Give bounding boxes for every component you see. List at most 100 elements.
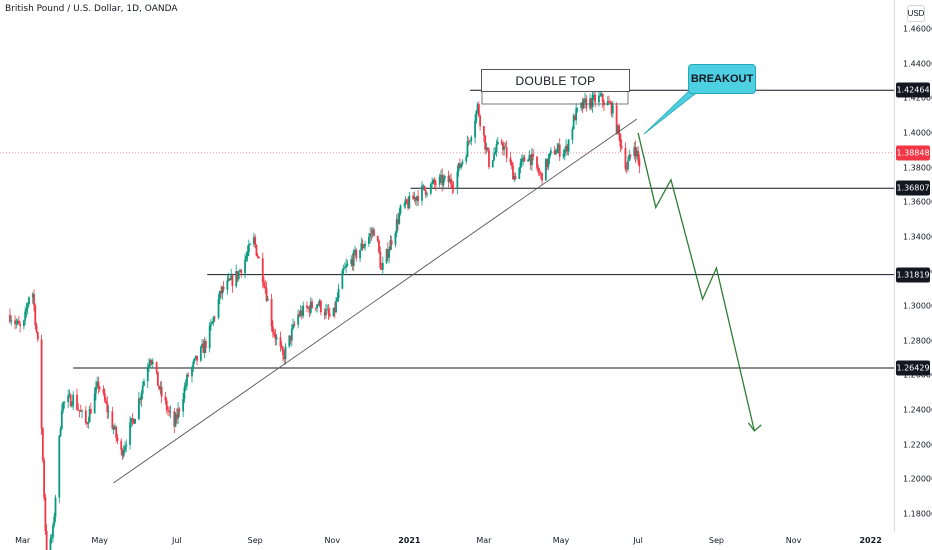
candle-body: [316, 304, 318, 309]
candle-body: [292, 324, 294, 329]
candle-body: [203, 341, 206, 354]
candle-body: [213, 317, 216, 318]
candle-body: [275, 337, 278, 340]
candle-body: [452, 187, 455, 189]
candle-body: [160, 386, 163, 397]
projection-path[interactable]: [637, 132, 755, 432]
candle-body: [389, 240, 392, 251]
candle-body: [10, 320, 13, 322]
candle-body: [173, 411, 176, 427]
candle-body: [143, 381, 145, 386]
candle-body: [231, 275, 234, 287]
candle-body: [541, 173, 543, 181]
candle-body: [557, 144, 560, 150]
candle-body: [603, 101, 605, 106]
candle-body: [226, 280, 229, 290]
candle-body: [558, 144, 561, 157]
candle-body: [106, 402, 109, 413]
candle-body: [359, 249, 361, 259]
candle-body: [76, 394, 78, 410]
candle-body: [362, 246, 365, 249]
candle-body: [461, 161, 464, 164]
candle-body: [404, 199, 407, 205]
candle-body: [168, 410, 171, 412]
candle-body: [274, 334, 277, 340]
y-tick-label: 1.30000: [903, 301, 932, 311]
candle-body: [155, 362, 158, 372]
ascending-trendline[interactable]: [113, 118, 638, 484]
breakout-label[interactable]: BREAKOUT: [688, 64, 756, 94]
candle-body: [520, 158, 523, 163]
candle-body: [271, 326, 274, 333]
candle-body: [395, 219, 398, 233]
candle-body: [486, 147, 489, 151]
candle-body: [465, 157, 468, 162]
candle-body: [350, 259, 353, 264]
candle-body: [50, 537, 53, 539]
candle-body: [62, 402, 64, 411]
candle-body: [68, 394, 71, 396]
candle-body: [342, 268, 345, 271]
candle-body: [93, 393, 96, 414]
candle-body: [87, 422, 90, 424]
candle-body: [509, 157, 512, 163]
candle-body: [459, 163, 461, 168]
y-tick-label: 1.20000: [903, 474, 932, 484]
candle-body: [574, 115, 576, 121]
candle-body: [40, 339, 43, 429]
candle-body: [547, 158, 550, 168]
candle-body: [354, 249, 356, 252]
candle-body: [505, 147, 508, 158]
candle-body: [130, 418, 133, 423]
double-top-label[interactable]: DOUBLE TOP: [481, 69, 630, 92]
currency-button[interactable]: USD: [907, 5, 925, 22]
candle-body: [311, 301, 313, 309]
x-tick-label: Jul: [171, 536, 182, 545]
candle-body: [293, 324, 296, 325]
candle-body: [615, 105, 618, 134]
candle-body: [571, 129, 574, 140]
candle-body: [120, 440, 123, 450]
candle-body: [514, 176, 517, 179]
candle-body: [633, 147, 636, 157]
candle-body: [456, 171, 459, 189]
candle-body: [178, 408, 181, 412]
candle-body: [491, 160, 494, 168]
candle-body: [443, 175, 446, 179]
candle-body: [282, 347, 284, 356]
chart-title: British Pound / U.S. Dollar, 1D, OANDA: [5, 4, 178, 14]
candle-body: [15, 322, 18, 325]
candle-body: [301, 310, 303, 316]
candle-body: [352, 251, 355, 266]
candle-body: [77, 409, 80, 411]
candle-body: [336, 297, 339, 301]
y-tick-label: 1.38000: [903, 163, 932, 173]
candle-body: [175, 414, 178, 419]
candle-body: [235, 271, 238, 287]
candle-body: [531, 153, 533, 166]
candle-body: [306, 305, 308, 308]
candle-body: [31, 294, 34, 298]
candle-body: [416, 196, 418, 201]
candle-body: [510, 162, 513, 166]
candle-body: [355, 249, 358, 259]
candle-body: [41, 428, 44, 461]
projection-arrowhead: [747, 422, 762, 432]
candle-body: [422, 185, 425, 187]
candle-body: [379, 251, 382, 268]
candle-body: [616, 125, 619, 134]
double-top-zone[interactable]: [481, 89, 629, 105]
candle-body: [24, 311, 27, 321]
candle-body: [122, 450, 125, 457]
candle-body: [9, 314, 11, 322]
y-tick-label: 1.28000: [903, 336, 932, 346]
candle-body: [183, 387, 186, 400]
candle-body: [169, 411, 172, 413]
candle-body: [308, 307, 311, 313]
candle-body: [299, 310, 302, 316]
candle-body: [263, 282, 265, 287]
candle-body: [485, 147, 488, 150]
candle-body: [451, 184, 454, 188]
candle-body: [584, 98, 586, 100]
